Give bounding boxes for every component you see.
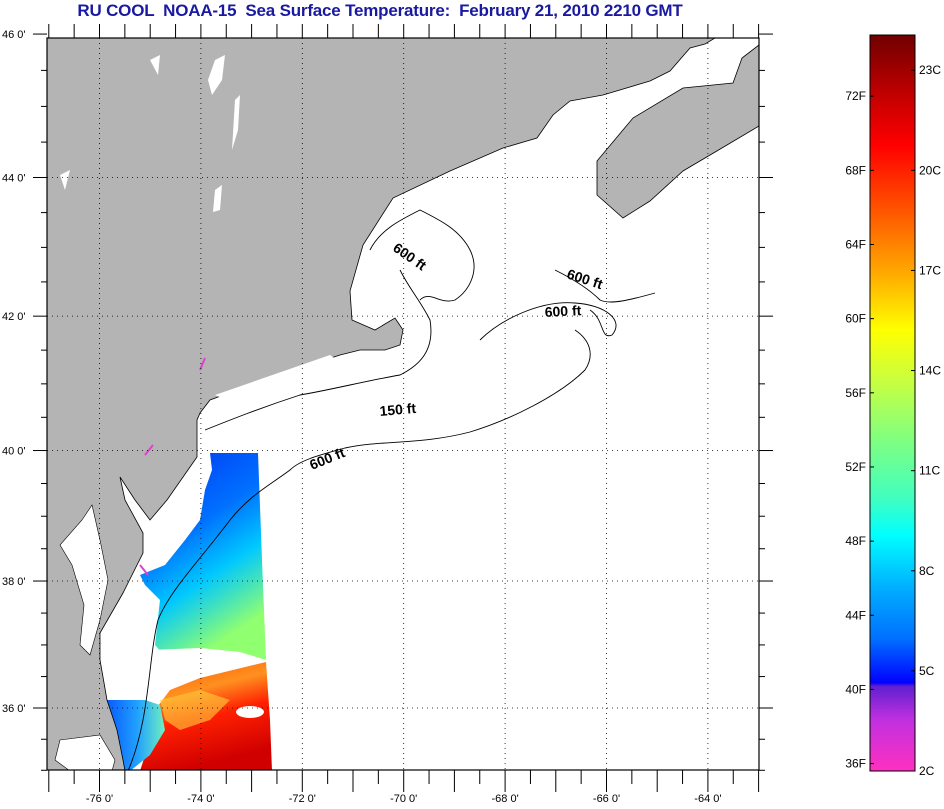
lat-label: 40 0' [2,446,26,458]
colorbar-c-label: 8C [919,564,935,578]
map-title: RU COOL NOAA-15 Sea Surface Temperature:… [77,1,683,20]
colorbar: 36F 40F 44F 48F 52F 56F 60F 64F 68F 72F … [845,34,941,778]
colorbar-f-label: 36F [845,757,866,771]
colorbar-f-label: 52F [845,460,866,474]
chesapeake-bay [59,504,109,656]
isobath-600ft-shelf-edge [127,329,591,770]
isobath-150ft [204,269,432,431]
colorbar-c-label: 2C [919,764,935,778]
isobath-600ft-gulf [554,269,656,303]
map-area: 600 ft 600 ft 600 ft 150 ft 600 ft [47,38,759,770]
land [47,38,759,770]
colorbar-f-label: 40F [845,682,866,696]
colorbar-c-label: 5C [919,664,935,678]
colorbar-f-label: 48F [845,534,866,548]
colorbar-f-label: 64F [845,237,866,251]
lon-label: -76 0' [86,793,113,805]
sst-northern-blue-green [140,453,266,662]
colorbar-f-label: 72F [845,89,866,103]
colorbar-f-label: 68F [845,163,866,177]
colorbar-f-label: 56F [845,386,866,400]
colorbar-c-label: 11C [919,464,940,478]
colorbar-ticks [870,69,915,772]
colorbar-c-label: 17C [919,263,941,277]
sst-cloud-band [150,648,266,690]
contour-label-150ft: 150 ft [379,400,417,419]
colorbar-c-label: 14C [919,364,941,378]
land-mainland [47,38,716,770]
land-nova-scotia [596,44,759,219]
sst-offshore-yellow [160,690,230,730]
lon-label: -74 0' [187,793,214,805]
lat-label: 36 0' [2,703,26,715]
colorbar-c-labels: 2C 5C 8C 11C 14C 17C 20C 23C [919,63,941,778]
colorbar-f-label: 44F [845,608,866,622]
colorbar-c-label: 20C [919,163,941,177]
lat-label: 42 0' [2,311,26,323]
lon-axis-labels: -76 0' -74 0' -72 0' -70 0' -68 0' -66 0… [86,793,722,805]
lat-axis-labels: 46 0' 44 0' 42 0' 40 0' 38 0' 36 0' [2,29,26,715]
isobath-gulf-of-maine [369,209,475,302]
isobath-600ft-georges [479,302,617,341]
colorbar-f-labels: 36F 40F 44F 48F 52F 56F 60F 64F 68F 72F [845,89,866,770]
cloud-patch [236,706,264,718]
lat-label: 44 0' [2,172,26,184]
lon-label: -70 0' [390,793,417,805]
colorbar-f-label: 60F [845,312,866,326]
colorbar-c-label: 23C [919,63,941,77]
graticule [47,38,759,770]
axis-ticks [33,24,773,792]
pamlico-sound [54,734,116,770]
lon-label: -68 0' [492,793,519,805]
colorbar-gradient [869,34,916,772]
lon-label: -66 0' [593,793,620,805]
map-frame [46,37,760,771]
lon-label: -64 0' [694,793,721,805]
lat-label: 38 0' [2,576,26,588]
lon-label: -72 0' [289,793,316,805]
isobaths [127,209,656,770]
lat-label: 46 0' [2,29,26,41]
long-island-sound [215,355,340,402]
contour-label-600ft: 600 ft [544,302,582,320]
inland-lakes [60,55,240,212]
